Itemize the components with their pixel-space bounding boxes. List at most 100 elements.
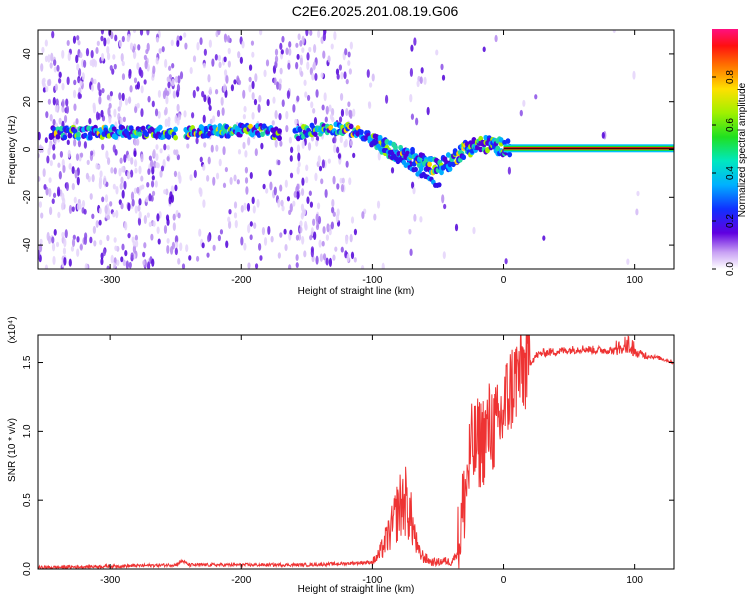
spectrogram-x-tick-label: -200 xyxy=(231,275,251,286)
spectrogram-noise-cell xyxy=(208,104,212,111)
spectrogram-track-cell xyxy=(505,138,511,144)
spectrogram-noise-cell xyxy=(306,61,310,71)
spectrogram-noise-cell xyxy=(251,92,255,100)
spectrogram-noise-cell xyxy=(161,46,165,53)
spectrogram-noise-cell xyxy=(138,211,142,219)
spectrogram-noise-cell xyxy=(142,260,146,266)
spectrogram-noise-cell xyxy=(100,52,105,62)
spectrogram-noise-cell xyxy=(172,222,176,231)
spectrogram-noise-cell xyxy=(325,257,329,266)
spectrogram-noise-cell xyxy=(247,262,251,269)
spectrogram-track-cell xyxy=(173,126,178,133)
spectrogram-noise-cell xyxy=(308,46,312,53)
spectrogram-noise-cell xyxy=(343,140,347,148)
spectrogram-track-cell xyxy=(55,133,61,140)
spectrogram-noise-cell xyxy=(195,255,200,262)
spectrogram-noise-cell xyxy=(76,63,80,71)
spectrogram-noise-cell xyxy=(352,108,356,117)
spectrogram-track-cell xyxy=(427,161,432,168)
spectrogram-track-cell xyxy=(507,151,513,158)
spectrogram-noise-cell xyxy=(167,116,171,123)
spectrogram-noise-cell xyxy=(108,116,112,124)
spectrogram-noise-cell xyxy=(106,265,110,269)
spectrogram-noise-cell xyxy=(222,146,226,156)
spectrogram-noise-cell xyxy=(253,98,258,106)
spectrogram-noise-cell xyxy=(504,258,508,265)
spectrogram-noise-cell xyxy=(98,207,102,215)
snr-frame xyxy=(37,334,675,570)
spectrogram-noise-cell xyxy=(226,35,231,43)
snr-x-tick-label: 0 xyxy=(501,575,507,586)
spectrogram-noise-cell xyxy=(207,96,211,106)
spectrogram-noise-cell xyxy=(300,70,304,78)
snr-y-label: SNR (10 * v/v) xyxy=(7,418,18,482)
colorbar-gradient xyxy=(712,29,738,269)
spectrogram-noise-cell xyxy=(338,116,343,123)
spectrogram-noise-cell xyxy=(134,167,138,174)
spectrogram-noise-cell xyxy=(310,101,314,109)
spectrogram-noise-cell xyxy=(292,200,296,207)
spectrogram-noise-cell xyxy=(290,146,294,154)
spectrogram-noise-cell xyxy=(100,35,104,42)
spectrogram-noise-cell xyxy=(127,154,131,162)
spectrogram-noise-cell xyxy=(101,143,105,151)
spectrogram-noise-cell xyxy=(233,201,238,209)
spectrogram-noise-cell xyxy=(156,213,160,222)
spectrogram-noise-cell xyxy=(130,157,134,165)
spectrogram-noise-cell xyxy=(259,30,263,36)
spectrogram-noise-cell xyxy=(83,208,87,215)
spectrogram-noise-cell xyxy=(118,39,123,48)
spectrogram-noise-cell xyxy=(67,52,71,62)
spectrogram-noise-cell xyxy=(177,212,181,219)
spectrogram-noise-cell xyxy=(79,80,83,86)
spectrogram-noise-cell xyxy=(328,257,333,267)
spectrogram-noise-cell xyxy=(106,234,110,242)
spectrogram-noise-cell xyxy=(317,30,321,39)
spectrogram-noise-cell xyxy=(237,51,241,59)
spectrogram-noise-cell xyxy=(119,157,123,164)
spectrogram-noise-cell xyxy=(212,176,216,186)
spectrogram-noise-cell xyxy=(296,166,300,175)
spectrogram-x-tick-label: 0 xyxy=(501,275,507,286)
snr-x-tick-label: -100 xyxy=(362,575,382,586)
spectrogram-noise-cell xyxy=(71,206,75,212)
spectrogram-noise-cell xyxy=(76,176,80,186)
spectrogram-noise-cell xyxy=(206,252,210,258)
spectrogram-noise-cell xyxy=(127,96,132,104)
colorbar-tick-label: 0.0 xyxy=(725,262,736,276)
spectrogram-noise-cell xyxy=(308,190,312,196)
spectrogram-noise-cell xyxy=(332,211,336,217)
spectrogram-noise-cell xyxy=(150,233,154,241)
spectrogram-noise-cell xyxy=(191,112,195,119)
spectrogram-noise-cell xyxy=(278,113,282,121)
spectrogram-noise-cell xyxy=(73,79,77,86)
spectrogram-noise-cell xyxy=(367,101,372,107)
spectrogram-noise-cell xyxy=(101,88,105,94)
spectrogram-noise-cell xyxy=(90,50,94,59)
spectrogram-track-cell xyxy=(62,134,68,141)
figure-title: C2E6.2025.201.08.19.G06 xyxy=(291,3,459,19)
spectrogram-track-cell xyxy=(87,134,93,141)
spectrogram-noise-cell xyxy=(294,118,298,126)
spectrogram-track-cell xyxy=(312,131,318,137)
spectrogram-noise-cell xyxy=(81,72,85,81)
spectrogram-noise-cell xyxy=(146,212,150,218)
spectrogram-noise-cell xyxy=(46,155,50,164)
spectrogram-noise-cell xyxy=(146,261,151,269)
spectrogram-noise-cell xyxy=(107,107,111,117)
spectrogram-noise-cell xyxy=(292,104,296,113)
spectrogram-noise-cell xyxy=(45,85,49,93)
spectrogram-noise-cell xyxy=(189,66,193,75)
spectrogram-noise-cell xyxy=(47,54,51,63)
spectrogram-noise-cell xyxy=(225,74,229,84)
spectrogram-track-cell xyxy=(137,131,143,137)
spectrogram-noise-cell xyxy=(289,229,293,236)
snr-x-tick-label: -200 xyxy=(231,575,251,586)
spectrogram-noise-cell xyxy=(166,238,170,244)
spectrogram-noise-cell xyxy=(68,258,72,267)
spectrogram-x-label: Height of straight line (km) xyxy=(298,286,415,297)
spectrogram-noise-cell xyxy=(176,103,180,112)
spectrogram-noise-cell xyxy=(174,247,178,256)
spectrogram-noise-cell xyxy=(71,238,76,248)
